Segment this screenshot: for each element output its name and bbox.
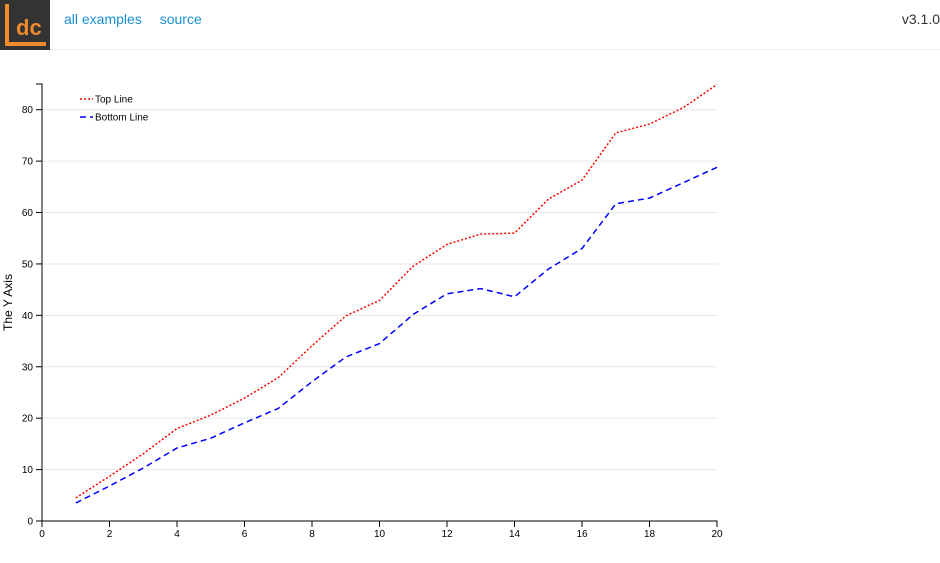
y-axis: 0 10 20 30 40 50 60 70 80 bbox=[22, 83, 43, 528]
x-tick-label: 12 bbox=[441, 529, 453, 540]
y-tick-label: 50 bbox=[22, 259, 34, 270]
y-axis-line bbox=[36, 83, 43, 522]
x-tick-label: 6 bbox=[242, 529, 248, 540]
logo-text: dc bbox=[16, 15, 42, 40]
all-examples-link[interactable]: all examples bbox=[64, 11, 142, 27]
y-tick-label: 40 bbox=[22, 311, 34, 322]
y-tick-label: 70 bbox=[22, 157, 34, 168]
y-tick-label: 20 bbox=[22, 414, 34, 425]
y-tick-label: 60 bbox=[22, 208, 34, 219]
x-tick-label: 18 bbox=[644, 529, 656, 540]
dc-logo[interactable]: dc bbox=[0, 0, 50, 50]
x-tick-label: 2 bbox=[107, 529, 113, 540]
nav-links: all examples source bbox=[64, 11, 216, 27]
y-tick-label: 10 bbox=[22, 465, 34, 476]
version-label: v3.1.0 bbox=[901, 11, 940, 27]
y-tick-label: 80 bbox=[22, 105, 34, 116]
chart-svg: 0 10 20 30 40 50 60 70 80 0 2 4 6 8 10 12 14 16 18 20 The … bbox=[1, 83, 723, 540]
line-chart: 0 10 20 30 40 50 60 70 80 0 2 4 6 8 10 12 14 16 18 20 The … bbox=[0, 50, 940, 558]
grid-lines bbox=[42, 109, 717, 471]
legend-label: Top Line bbox=[95, 95, 133, 106]
x-tick-label: 0 bbox=[39, 529, 45, 540]
legend: Top Line Bottom Line bbox=[80, 95, 149, 124]
top-line-series bbox=[75, 83, 718, 499]
y-tick-label: 0 bbox=[27, 517, 33, 528]
x-tick-label: 20 bbox=[711, 529, 723, 540]
x-tick-label: 10 bbox=[374, 529, 386, 540]
source-link[interactable]: source bbox=[159, 11, 202, 27]
x-tick-label: 16 bbox=[576, 529, 588, 540]
legend-label: Bottom Line bbox=[95, 113, 149, 124]
y-axis-title: The Y Axis bbox=[1, 274, 15, 331]
x-tick-label: 14 bbox=[509, 529, 521, 540]
x-tick-label: 4 bbox=[174, 529, 180, 540]
y-tick-label: 30 bbox=[22, 362, 34, 373]
x-axis: 0 2 4 6 8 10 12 14 16 18 20 bbox=[39, 520, 723, 540]
x-tick-label: 8 bbox=[309, 529, 315, 540]
top-bar: dc all examples source v3.1.0 bbox=[0, 0, 940, 50]
series-lines bbox=[75, 83, 718, 504]
bottom-line-series bbox=[75, 166, 718, 504]
